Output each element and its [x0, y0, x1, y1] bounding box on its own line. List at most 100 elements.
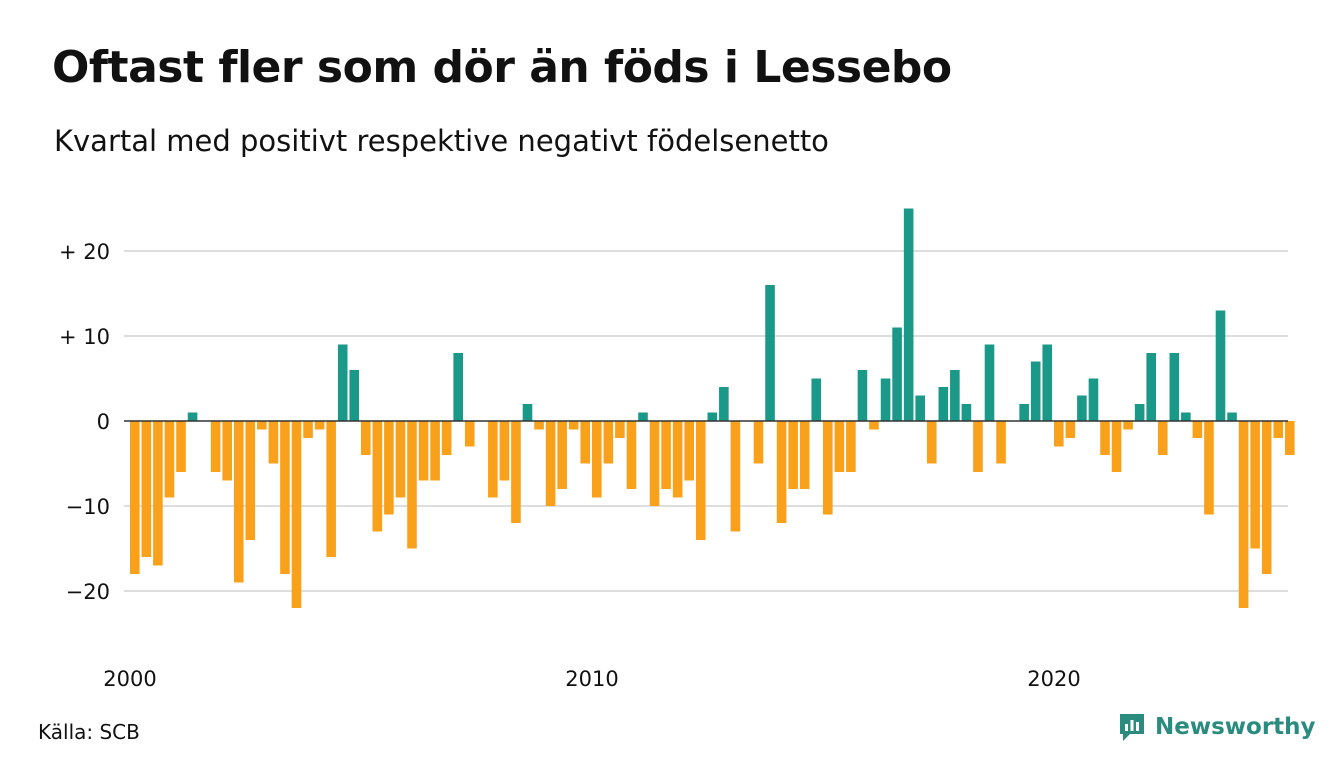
bar — [130, 421, 140, 574]
bar — [1227, 412, 1237, 421]
bar — [984, 344, 995, 421]
bar — [915, 395, 925, 421]
bar — [210, 421, 221, 472]
bar — [661, 421, 671, 489]
bar — [291, 421, 302, 608]
chart-subtitle: Kvartal med positivt respektive negativt… — [54, 124, 829, 158]
bar — [233, 421, 244, 583]
bar — [257, 421, 267, 430]
bar — [187, 412, 198, 421]
bar — [1273, 421, 1284, 438]
bar — [1134, 404, 1145, 421]
bar — [1030, 361, 1041, 421]
bar — [384, 421, 394, 515]
chart-title: Oftast fler som dör än föds i Lessebo — [52, 42, 952, 93]
bar — [592, 421, 602, 498]
bar — [638, 412, 648, 421]
bar — [222, 421, 232, 481]
bar — [268, 421, 279, 464]
bar — [776, 421, 787, 523]
newsworthy-logo-icon — [1120, 714, 1144, 741]
x-axis-labels: 2000 2010 2020 — [103, 667, 1080, 691]
bar — [580, 421, 591, 464]
bar — [1111, 421, 1122, 472]
bar — [765, 285, 775, 421]
x-tick-label: 2020 — [1027, 667, 1080, 691]
bar — [719, 387, 729, 421]
y-tick-label: −10 — [66, 495, 110, 519]
bar — [141, 421, 152, 557]
bar — [961, 404, 972, 421]
bar — [1042, 344, 1053, 421]
bar — [753, 421, 764, 464]
bar — [430, 421, 440, 481]
bar — [545, 421, 556, 506]
bar — [1100, 421, 1110, 455]
bar — [996, 421, 1006, 464]
bar — [349, 370, 360, 421]
bar — [557, 421, 567, 489]
bar — [603, 421, 614, 464]
bar — [395, 421, 406, 498]
bar — [626, 421, 637, 489]
bar — [522, 404, 533, 421]
bar — [418, 421, 429, 481]
y-axis-labels: + 20 + 10 0 −10 −20 — [59, 240, 110, 604]
bar — [730, 421, 741, 532]
bar — [337, 344, 348, 421]
bar — [1238, 421, 1249, 608]
bar — [488, 421, 498, 498]
bar — [649, 421, 660, 506]
y-tick-label: −20 — [66, 580, 110, 604]
bar — [314, 421, 325, 430]
bar — [938, 387, 949, 421]
bar — [303, 421, 313, 438]
bar — [880, 378, 891, 421]
bar — [695, 421, 706, 540]
bar — [407, 421, 417, 549]
brand-logo: Newsworthy — [1118, 712, 1316, 742]
bar — [326, 421, 336, 557]
bar — [1181, 412, 1191, 421]
bar — [811, 378, 822, 421]
bar — [846, 421, 856, 472]
bar — [799, 421, 810, 489]
bar — [245, 421, 256, 540]
bar — [280, 421, 290, 574]
x-tick-label: 2000 — [103, 667, 156, 691]
bar — [869, 421, 879, 430]
bars — [130, 208, 1295, 608]
bar — [615, 421, 625, 438]
bar — [950, 370, 960, 421]
bar — [361, 421, 371, 455]
bar — [1123, 421, 1133, 430]
bar — [1146, 353, 1156, 421]
bar — [973, 421, 983, 472]
bar — [1215, 310, 1226, 421]
bar — [1261, 421, 1272, 574]
bar — [788, 421, 798, 489]
bar — [834, 421, 845, 472]
gridlines — [124, 250, 1288, 592]
bar — [1250, 421, 1260, 549]
y-tick-label: + 10 — [59, 325, 110, 349]
bar — [823, 421, 833, 515]
bar — [164, 421, 175, 498]
bar — [1077, 395, 1087, 421]
bar — [707, 412, 718, 421]
bar — [441, 421, 452, 455]
x-tick-label: 2010 — [565, 667, 618, 691]
bar — [499, 421, 510, 481]
source-note: Källa: SCB — [38, 720, 140, 744]
bar-chart: + 20 + 10 0 −10 −20 2000 2010 2020 — [59, 208, 1295, 691]
bar — [1088, 378, 1099, 421]
bar — [453, 353, 463, 421]
bar — [1065, 421, 1076, 438]
bar — [684, 421, 694, 481]
bar — [1019, 404, 1029, 421]
y-tick-label: + 20 — [59, 240, 110, 264]
bar — [1204, 421, 1214, 515]
bar — [892, 327, 902, 421]
y-tick-label: 0 — [97, 410, 110, 434]
bar — [568, 421, 579, 430]
